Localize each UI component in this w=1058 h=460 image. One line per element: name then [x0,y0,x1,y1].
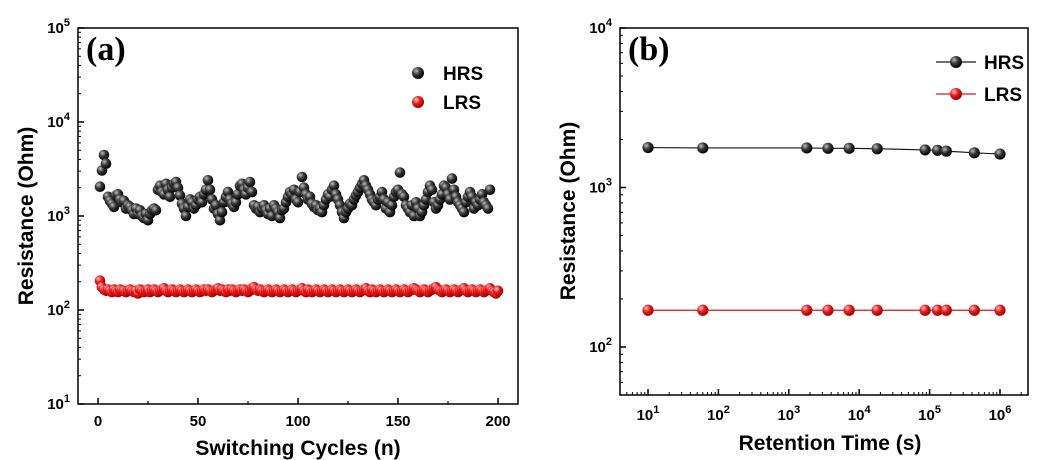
data-point-lrs [940,304,952,316]
x-tick-label-b: 104 [848,404,872,424]
data-point-lrs [642,304,654,316]
data-point-hrs [174,190,186,201]
data-point-hrs [484,184,496,196]
legend-label-lrs-a: LRS [443,93,481,114]
y-tick-label-a: 101 [47,393,70,413]
panel-label-a: (a) [86,31,126,68]
data-point-hrs [994,148,1006,160]
legend-label-hrs-a: HRS [443,64,483,85]
data-point-hrs [482,203,494,214]
x-tick-label-b: 106 [989,404,1012,424]
x-axis-label-b: Retention Time (s) [739,432,922,455]
data-point-hrs [642,141,654,154]
y-tick-label-b: 102 [589,336,612,356]
data-point-hrs [180,210,192,222]
y-axis-label-b: Resistance (Ohm) [557,122,580,301]
data-point-hrs [697,142,709,154]
x-tick-label-b: 102 [707,404,730,424]
data-point-hrs [476,189,488,200]
legend-marker-hrs-b [950,56,962,68]
y-tick-label-b: 103 [589,176,612,196]
x-tick-label-a: 100 [285,413,310,430]
x-tick-label-a: 150 [385,413,410,430]
data-point-hrs [94,181,106,192]
series-lrs-a [94,275,504,299]
data-point-hrs [446,173,458,184]
data-point-lrs [801,304,813,316]
y-tick-label-a: 105 [47,17,70,37]
data-point-lrs [843,304,855,316]
series-lrs-b [642,304,1006,316]
series-hrs-a [94,149,496,226]
chart-panel-b: (b) Retention Time (s) Resistance (Ohm) … [557,17,1029,455]
y-tick-label-a: 103 [47,205,70,225]
legend-marker-lrs-a [412,96,424,108]
plot-frame-b [619,27,1029,396]
data-point-hrs [919,144,931,156]
x-tick-label-a: 50 [190,413,207,430]
data-point-hrs [230,196,242,208]
data-point-hrs [214,215,226,226]
y-axis-label-a: Resistance (Ohm) [15,127,38,306]
data-point-hrs [940,145,952,157]
data-point-lrs [919,304,931,316]
data-point-lrs [968,304,980,316]
x-tick-label-b: 101 [637,404,660,424]
data-point-hrs [246,186,258,198]
data-point-hrs [196,196,208,208]
data-point-hrs [164,191,176,203]
data-point-lrs [931,304,944,316]
data-point-hrs [458,206,470,218]
data-point-hrs [398,191,410,203]
data-point-hrs [216,206,228,218]
data-point-hrs [328,180,340,192]
data-point-lrs [697,304,709,316]
data-point-hrs [292,196,304,208]
data-point-hrs [931,144,944,156]
data-point-hrs [822,142,834,154]
x-tick-label-b: 103 [777,404,800,424]
data-point-hrs [98,149,110,161]
panel-label-b: (b) [628,31,670,68]
x-tick-label-a: 0 [94,413,102,430]
data-point-hrs [968,147,980,159]
data-point-hrs [202,174,214,186]
data-point-hrs [100,158,112,170]
data-point-hrs [210,199,222,211]
data-point-hrs [244,176,256,188]
y-tick-label-a: 102 [47,299,70,319]
data-point-hrs [394,167,406,178]
data-point-hrs [386,199,398,211]
data-point-hrs [108,201,120,213]
data-point-lrs [871,304,883,316]
y-tick-label-b: 104 [589,17,613,37]
data-point-hrs [296,171,308,183]
legend-marker-hrs-a [412,67,424,79]
data-point-lrs [822,304,834,316]
x-tick-label-b: 105 [918,404,941,424]
x-tick-label-a: 200 [485,413,510,430]
data-point-hrs [150,204,162,216]
data-point-lrs [994,304,1006,316]
data-point-hrs [204,184,216,196]
legend-label-hrs-b: HRS [984,53,1024,74]
y-tick-label-a: 104 [47,111,71,131]
data-point-hrs [843,142,855,154]
data-point-lrs [492,285,504,297]
series-hrs-b [642,141,1006,160]
data-point-hrs [871,143,883,155]
chart-panel-a: (a) Switching Cycles (n) Resistance (Ohm… [15,17,519,460]
x-axis-label-a: Switching Cycles (n) [195,437,400,460]
data-point-hrs [426,184,438,196]
legend-marker-lrs-b [950,88,962,100]
data-point-hrs [801,142,813,154]
legend-label-lrs-b: LRS [984,85,1022,106]
